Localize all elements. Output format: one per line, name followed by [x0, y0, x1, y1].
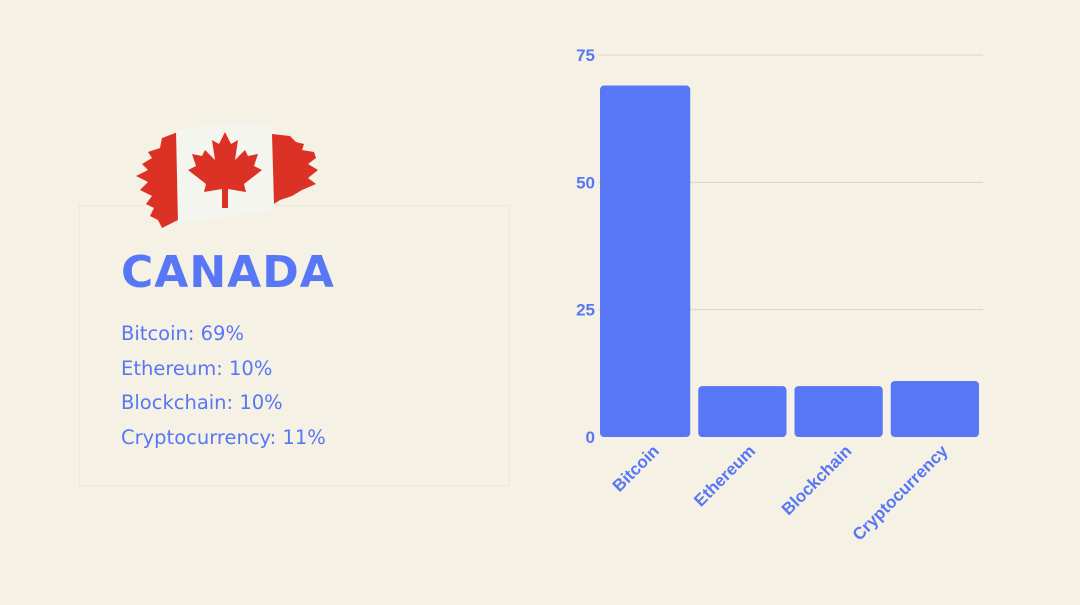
stat-blockchain: Blockchain: 10%	[121, 391, 283, 414]
stat-ethereum: Ethereum: 10%	[121, 356, 273, 380]
x-tick-label: Blockchain	[778, 441, 856, 519]
x-tick-label: Cryptocurrency	[849, 441, 952, 544]
y-tick-label: 0	[586, 428, 595, 447]
country-title: CANADA	[121, 247, 335, 298]
info-card	[79, 205, 510, 486]
stat-bitcoin: Bitcoin: 69%	[121, 322, 244, 345]
flag-left-band	[136, 132, 178, 228]
bar	[890, 380, 979, 437]
x-tick-label: Ethereum	[690, 441, 759, 510]
y-tick-label: 25	[576, 301, 595, 320]
maple-leaf-icon	[188, 132, 262, 208]
x-tick-label: Bitcoin	[609, 441, 663, 495]
bar	[794, 386, 883, 437]
y-tick-label: 50	[576, 173, 595, 192]
stats-list: Bitcoin: 69% Ethereum: 10% Blockchain: 1…	[121, 317, 326, 455]
bar	[698, 386, 787, 437]
flag-right-band	[272, 134, 318, 204]
y-tick-label: 75	[576, 46, 595, 65]
canada-flag-icon	[136, 124, 318, 228]
stat-cryptocurrency: Cryptocurrency: 11%	[121, 425, 326, 449]
bar	[600, 85, 691, 437]
